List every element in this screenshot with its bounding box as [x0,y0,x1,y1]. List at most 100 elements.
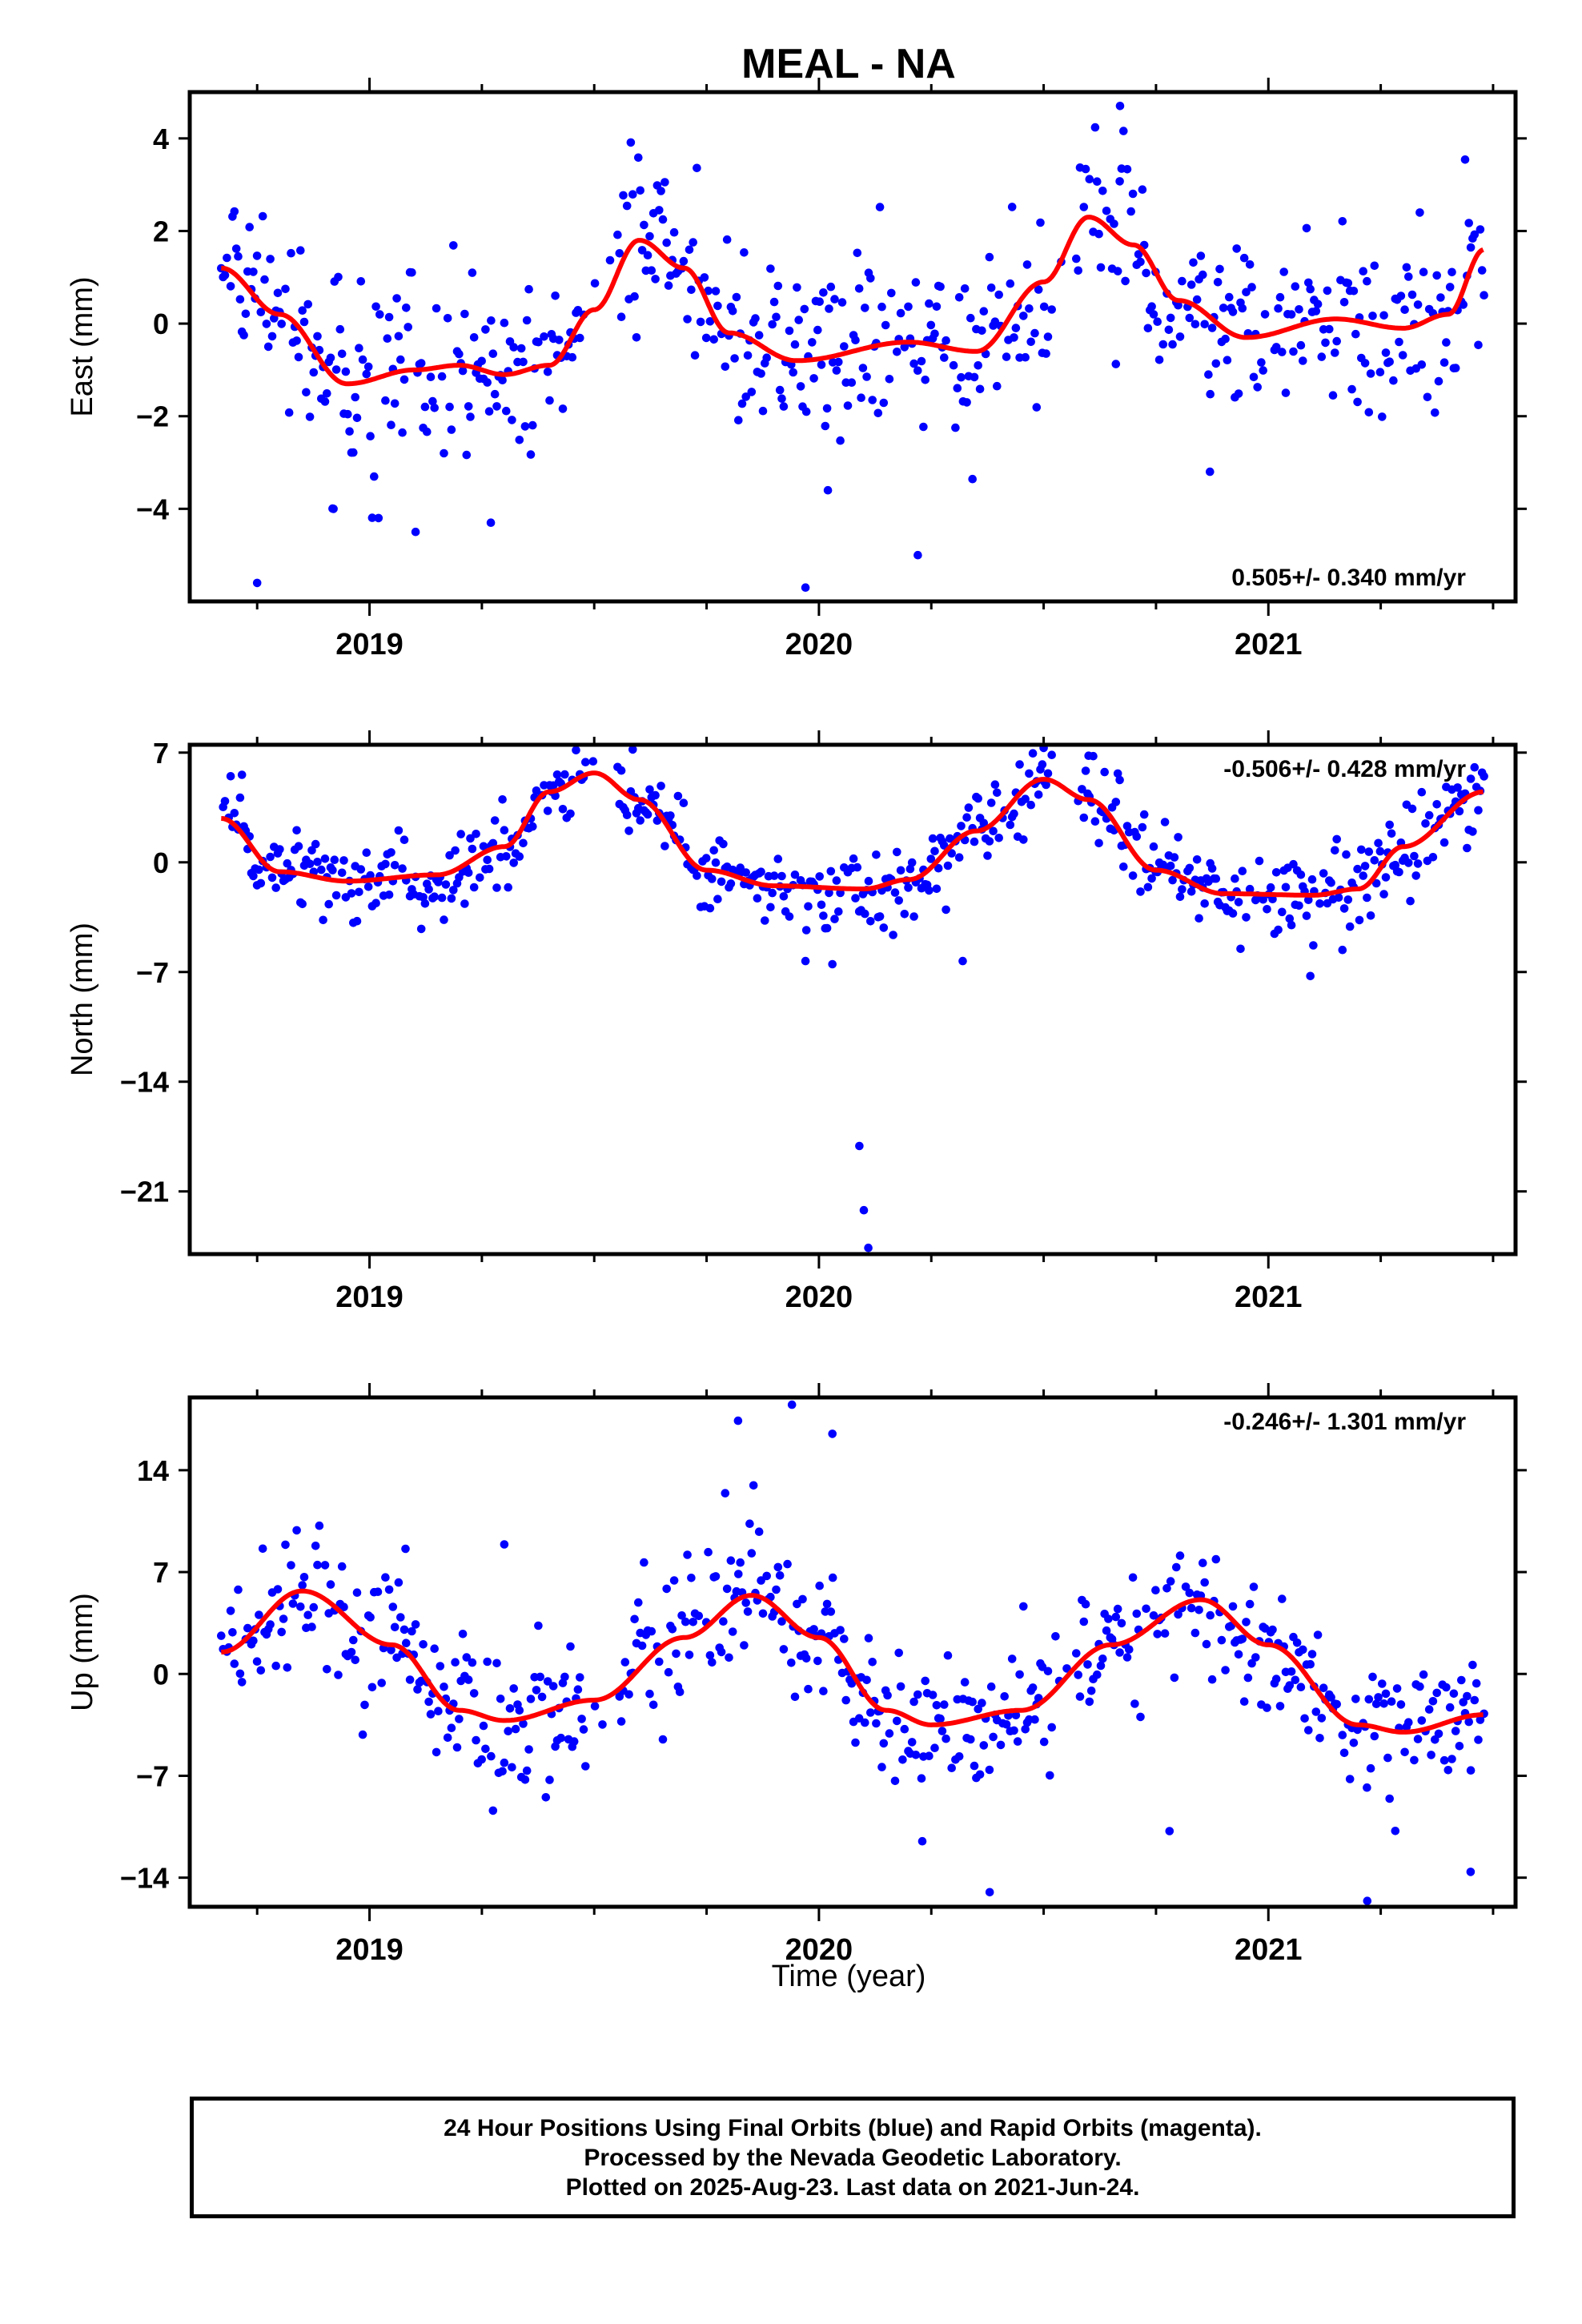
east-point [979,307,989,316]
east-point [1221,334,1230,344]
east-point [1257,358,1266,367]
north-y-axis-label: North (mm) [66,923,99,1076]
north-point [777,871,786,881]
north-point [255,865,263,875]
east-point [953,384,962,393]
up-point [384,1585,394,1594]
north-point [909,912,918,921]
east-point [962,398,971,407]
east-point [555,336,564,344]
east-point [766,264,775,273]
east-point [1239,253,1249,263]
north-point [1078,785,1086,794]
north-point [1185,863,1195,873]
east-point [732,292,741,302]
up-point [405,1675,415,1684]
north-point [636,816,644,825]
north-point [472,830,480,838]
up-point [515,1706,524,1715]
east-point [309,368,319,377]
up-point [1128,1573,1138,1582]
east-point [1407,290,1417,300]
east-point [926,320,936,330]
up-point [1327,1693,1335,1702]
north-point [328,866,337,875]
up-point [822,1599,832,1609]
north-point [1285,914,1295,923]
east-point [877,302,886,312]
east-point [1442,338,1451,347]
up-point [556,1733,565,1743]
up-point [303,1610,313,1619]
up-point [1079,1617,1089,1626]
east-point [1360,359,1370,368]
north-point [1432,800,1441,809]
up-point [548,1682,558,1691]
north-point [1149,842,1158,851]
east-outlier-point [801,583,810,592]
up-point [1149,1611,1158,1620]
east-point [573,306,583,315]
up-point [793,1599,801,1609]
up-point [885,1729,894,1738]
north-point [1200,899,1209,908]
north-point [1006,820,1015,830]
east-point [381,396,390,405]
north-point [719,839,728,849]
east-point [1291,282,1300,292]
east-point [432,304,441,313]
up-point [1315,1734,1324,1743]
east-point [1459,300,1468,309]
east-point [1011,324,1021,332]
east-point [1207,324,1217,332]
east-point [893,348,901,356]
north-point [1371,879,1381,888]
north-point [1195,914,1203,923]
up-point [954,1752,964,1761]
up-point [1432,1688,1441,1698]
east-point [568,352,577,362]
east-point [428,396,437,406]
up-point [1217,1635,1227,1645]
east-point [1413,300,1423,309]
east-point [868,396,877,404]
up-point [1474,1735,1483,1744]
up-point [883,1691,892,1700]
up-point [1247,1659,1256,1668]
east-point [1378,412,1387,421]
north-point [1019,835,1028,844]
east-point [524,284,533,294]
up-outlier-point [787,1400,797,1409]
east-point [258,211,267,221]
up-point [566,1642,575,1651]
east-point [267,332,277,341]
east-fit-curve [220,215,1484,387]
up-point [326,1580,335,1589]
east-point [384,312,394,322]
east-point [526,450,536,459]
up-point [647,1626,656,1636]
east-point [1122,165,1132,174]
up-point [347,1647,356,1657]
north-point [1474,806,1483,815]
east-point [1219,304,1228,312]
north-point [490,816,500,825]
up-point [1349,1739,1359,1747]
east-point [1439,358,1449,368]
east-point [862,372,871,381]
east-point [1332,336,1341,346]
north-point [394,826,404,835]
up-point [675,1687,685,1696]
up-point [968,1697,977,1707]
east-point [1143,324,1153,333]
east-point [341,367,351,376]
east-point [917,356,926,366]
up-point [975,1770,985,1779]
east-point [1032,403,1042,412]
north-point [1281,883,1291,892]
up-outlier-point [1363,1896,1372,1905]
east-point [954,293,964,302]
up-point [1111,1612,1121,1622]
up-point [1130,1699,1139,1708]
up-point [217,1631,226,1640]
